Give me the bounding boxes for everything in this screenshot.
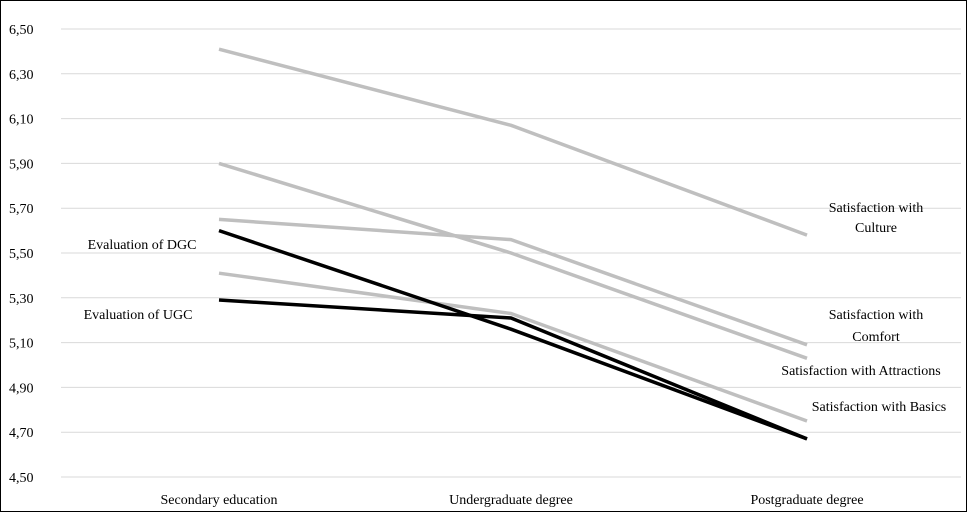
annotations: Satisfaction with Culture Satisfaction w… xyxy=(84,201,947,415)
annotation-attractions: Satisfaction with Attractions xyxy=(781,364,940,379)
y-tick-label: 5,50 xyxy=(9,247,34,262)
x-axis-category-labels: Secondary education Undergraduate degree P… xyxy=(160,493,863,508)
y-axis-tick-labels: 6,50 6,30 6,10 5,90 5,70 5,50 5,30 5,10 4,90 4,70… xyxy=(9,23,34,486)
series-line-evaluation-of-ugc xyxy=(218,298,808,441)
x-category-label: Postgraduate degree xyxy=(750,493,863,508)
annotation-culture-line2: Culture xyxy=(855,221,897,236)
y-tick-label: 6,10 xyxy=(9,113,34,128)
series-lines xyxy=(218,47,808,441)
annotation-dgc: Evaluation of DGC xyxy=(88,238,197,253)
y-tick-label: 5,10 xyxy=(9,337,34,352)
series-line-evaluation-of-dgc xyxy=(218,228,808,441)
annotation-basics: Satisfaction with Basics xyxy=(812,400,947,415)
y-tick-label: 4,70 xyxy=(9,426,34,441)
y-tick-label: 4,90 xyxy=(9,381,34,396)
y-tick-label: 5,30 xyxy=(9,292,34,307)
series-line-satisfaction-with-attractions xyxy=(218,161,808,360)
annotation-culture-line1: Satisfaction with xyxy=(829,201,924,216)
y-tick-label: 6,50 xyxy=(9,23,34,38)
x-category-label: Undergraduate degree xyxy=(449,493,573,508)
annotation-ugc: Evaluation of UGC xyxy=(84,308,193,323)
y-tick-label: 5,70 xyxy=(9,202,34,217)
series-line-satisfaction-with-comfort xyxy=(218,217,808,347)
y-tick-label: 4,50 xyxy=(9,471,34,486)
y-tick-label: 6,30 xyxy=(9,68,34,83)
series-line-satisfaction-with-basics xyxy=(218,271,808,423)
annotation-comfort-line2: Comfort xyxy=(852,330,900,345)
y-tick-label: 5,90 xyxy=(9,157,34,172)
x-category-label: Secondary education xyxy=(160,493,277,508)
series-line-satisfaction-with-culture xyxy=(218,47,808,237)
annotation-comfort-line1: Satisfaction with xyxy=(829,308,924,323)
